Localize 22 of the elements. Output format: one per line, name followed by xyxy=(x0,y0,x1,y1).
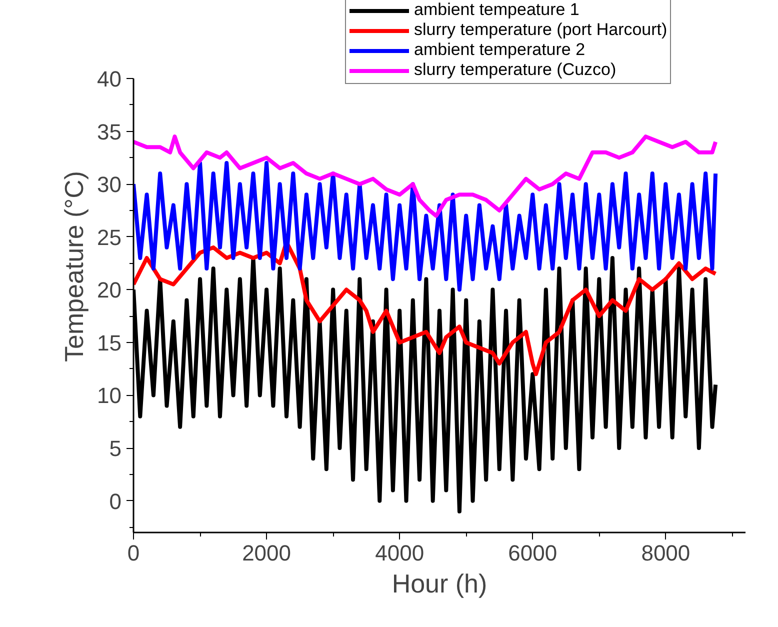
y-tick-label: 40 xyxy=(97,66,122,92)
x-axis-title: Hour (h) xyxy=(392,568,488,598)
y-tick-label: 35 xyxy=(97,119,122,144)
line-series xyxy=(134,134,718,218)
legend-label: ambient temperature 2 xyxy=(414,40,586,60)
legend-label: ambient tempeature 1 xyxy=(414,0,580,20)
y-tick-label: 10 xyxy=(97,383,122,408)
x-tick-label: 0 xyxy=(127,540,140,566)
y-tick-label: 25 xyxy=(97,224,122,250)
y-tick-label: 15 xyxy=(97,330,122,356)
x-tick-label: 4000 xyxy=(375,540,424,566)
y-axis-title: Tempeature (°C) xyxy=(59,170,90,362)
x-tick-label: 8000 xyxy=(641,540,690,566)
x-tick-label: 6000 xyxy=(508,540,558,566)
y-tick-label: 5 xyxy=(109,436,122,462)
line-series xyxy=(134,160,718,292)
y-tick-label: 30 xyxy=(97,172,122,198)
legend-label: slurry temperature (Cuzco) xyxy=(414,60,616,80)
x-tick-label: 2000 xyxy=(242,540,292,566)
y-tick-label: 20 xyxy=(97,278,122,303)
y-tick-label: 0 xyxy=(109,488,122,514)
legend-label: slurry temperature (port Harcourt) xyxy=(414,20,668,40)
